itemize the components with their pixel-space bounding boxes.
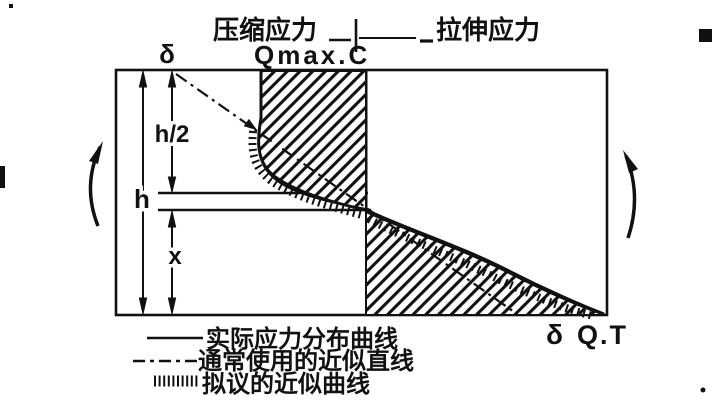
approx-line-arrowhead — [243, 118, 257, 130]
left-moment-arrow — [88, 141, 103, 227]
qmax-label: Qmax.C — [254, 40, 370, 70]
dimension-line-x — [167, 210, 177, 315]
tension-label: 拉伸应力 — [436, 15, 540, 45]
legend-label-proposed: 拟议的近似曲线 — [202, 370, 370, 398]
delta-top-label: δ — [159, 39, 175, 69]
depth-label: h — [134, 184, 150, 214]
legend-label-straight: 通常使用的近似直线 — [198, 347, 414, 375]
compression-stress-block — [257, 70, 367, 211]
dimension-line-h — [138, 70, 148, 315]
proposed-approx-curve — [248, 130, 595, 320]
delta-bottom-label: δ — [546, 319, 563, 350]
qt-label: Q.T — [577, 320, 628, 350]
compression-label: 压缩应力 — [213, 15, 317, 45]
legend: 实际应力分布曲线 通常使用的近似直线 拟议的近似曲线 — [133, 325, 414, 398]
legend-label-actual: 实际应力分布曲线 — [206, 325, 398, 353]
neutral-depth-label: x — [168, 243, 182, 270]
right-moment-arrow — [623, 150, 638, 239]
approx-straight-line — [175, 73, 518, 315]
half-depth-label: h/2 — [155, 121, 190, 148]
dimension-line-h2 — [167, 70, 177, 193]
scan-artifacts — [0, 4, 712, 393]
